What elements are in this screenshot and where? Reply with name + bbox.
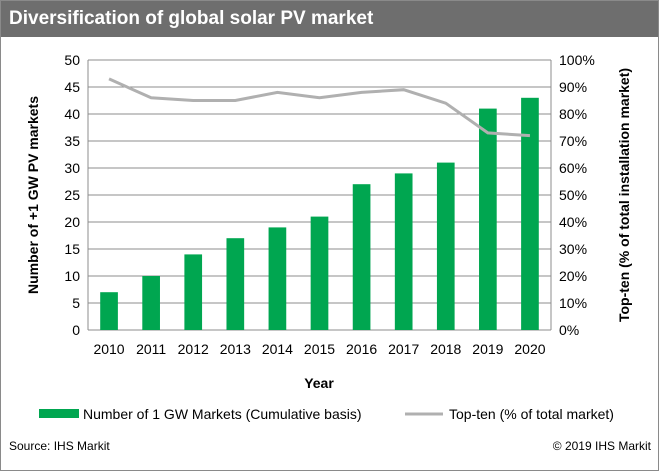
bar-2018: [436, 162, 455, 330]
bar-2010: [100, 292, 118, 330]
x-axis-label: Year: [304, 375, 334, 391]
y-tick-label: 25: [64, 187, 80, 203]
y2-tick-label: 50%: [559, 187, 587, 203]
x-tick-label: 2018: [430, 341, 461, 357]
y2-tick-label: 30%: [559, 241, 587, 257]
x-tick-label: 2013: [220, 341, 251, 357]
bar-2011: [142, 276, 160, 330]
chart-title: Diversification of global solar PV marke…: [1, 1, 658, 37]
y-tick-label: 20: [64, 214, 80, 230]
x-tick-label: 2016: [346, 341, 377, 357]
y-tick-label: 35: [64, 133, 80, 149]
y-tick-label: 10: [64, 268, 80, 284]
bar-2020: [521, 97, 539, 330]
y2-tick-label: 0%: [559, 322, 579, 338]
y2-tick-label: 70%: [559, 133, 587, 149]
y-tick-label: 0: [72, 322, 80, 338]
bar-2017: [394, 173, 413, 330]
y-tick-label: 30: [64, 160, 80, 176]
y-tick-label: 40: [64, 106, 80, 122]
legend-bar-label: Number of 1 GW Markets (Cumulative basis…: [83, 406, 362, 422]
bar-2015: [310, 216, 329, 330]
y2-tick-label: 80%: [559, 106, 587, 122]
legend-bar-swatch: [39, 409, 79, 418]
bar-2016: [352, 184, 371, 330]
x-tick-label: 2017: [388, 341, 419, 357]
x-tick-label: 2012: [178, 341, 209, 357]
x-tick-label: 2010: [93, 341, 124, 357]
y2-tick-label: 60%: [559, 160, 587, 176]
bar-2019: [479, 108, 497, 330]
copyright-note: © 2019 IHS Markit: [553, 439, 652, 453]
x-tick-label: 2014: [262, 341, 293, 357]
y2-tick-label: 10%: [559, 295, 587, 311]
y-tick-label: 45: [64, 79, 80, 95]
y-tick-label: 50: [64, 52, 80, 68]
bar-2012: [184, 254, 203, 330]
y2-tick-label: 100%: [559, 52, 595, 68]
y-axis-label: Number of +1 GW PV markets: [25, 96, 41, 294]
bar-2013: [226, 238, 245, 330]
y-tick-label: 15: [64, 241, 80, 257]
y2-tick-label: 40%: [559, 214, 587, 230]
x-tick-label: 2015: [304, 341, 335, 357]
y2-axis-label: Top-ten (% of total installation market): [616, 68, 632, 322]
bar-2014: [268, 227, 287, 330]
x-tick-label: 2020: [514, 341, 545, 357]
x-tick-label: 2019: [472, 341, 503, 357]
y2-tick-label: 20%: [559, 268, 587, 284]
x-tick-label: 2011: [136, 341, 166, 357]
y2-tick-label: 90%: [559, 79, 587, 95]
source-note: Source: IHS Markit: [9, 439, 110, 453]
legend-line-label: Top-ten (% of total market): [449, 406, 614, 422]
y-tick-label: 5: [72, 295, 80, 311]
